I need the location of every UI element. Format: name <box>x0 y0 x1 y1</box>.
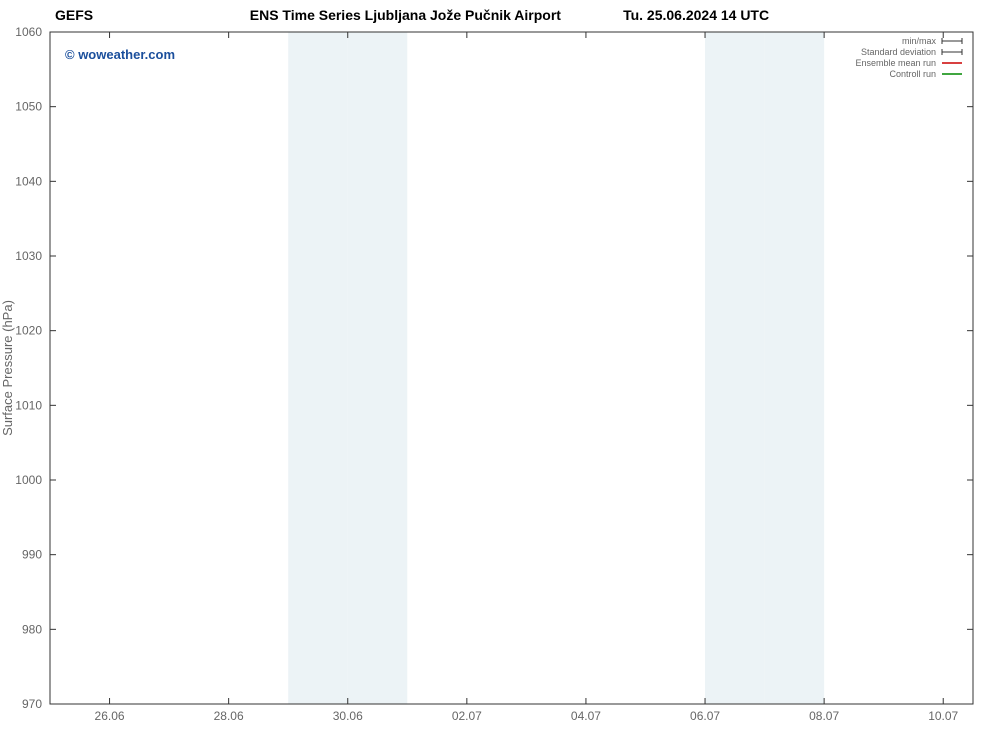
y-tick-label: 1010 <box>15 398 42 412</box>
chart-title-center: ENS Time Series Ljubljana Jože Pučnik Ai… <box>250 7 562 23</box>
weekend-band <box>765 32 825 704</box>
y-tick-label: 1030 <box>15 249 42 263</box>
legend-label: min/max <box>902 36 937 46</box>
y-tick-label: 970 <box>22 697 42 711</box>
chart-title-left: GEFS <box>55 7 93 23</box>
x-tick-label: 06.07 <box>690 709 720 723</box>
legend-label: Controll run <box>889 69 936 79</box>
y-axis-label: Surface Pressure (hPa) <box>0 300 15 436</box>
x-tick-label: 10.07 <box>928 709 958 723</box>
chart-container: 970 980 990 1000 1010 1020 1030 1040 1050 1060 26.… <box>0 0 1000 733</box>
y-tick-label: 1040 <box>15 174 42 188</box>
x-tick-label: 26.06 <box>95 709 125 723</box>
y-tick-label: 980 <box>22 622 42 636</box>
x-tick-label: 28.06 <box>214 709 244 723</box>
x-tick-label: 02.07 <box>452 709 482 723</box>
legend-label: Ensemble mean run <box>855 58 936 68</box>
watermark: © woweather.com <box>65 47 175 62</box>
plot-border <box>50 32 973 704</box>
weekend-band <box>288 32 348 704</box>
weekend-band <box>705 32 765 704</box>
y-tick-label: 1020 <box>15 324 42 338</box>
y-tick-label: 1000 <box>15 473 42 487</box>
legend-label: Standard deviation <box>861 47 936 57</box>
x-tick-label: 04.07 <box>571 709 601 723</box>
y-tick-label: 990 <box>22 548 42 562</box>
surface-pressure-chart: 970 980 990 1000 1010 1020 1030 1040 1050 1060 26.… <box>0 0 1000 733</box>
y-tick-label: 1050 <box>15 100 42 114</box>
y-tick-label: 1060 <box>15 25 42 39</box>
x-tick-label: 30.06 <box>333 709 363 723</box>
weekend-band <box>348 32 408 704</box>
chart-title-right: Tu. 25.06.2024 14 UTC <box>623 7 769 23</box>
x-tick-label: 08.07 <box>809 709 839 723</box>
